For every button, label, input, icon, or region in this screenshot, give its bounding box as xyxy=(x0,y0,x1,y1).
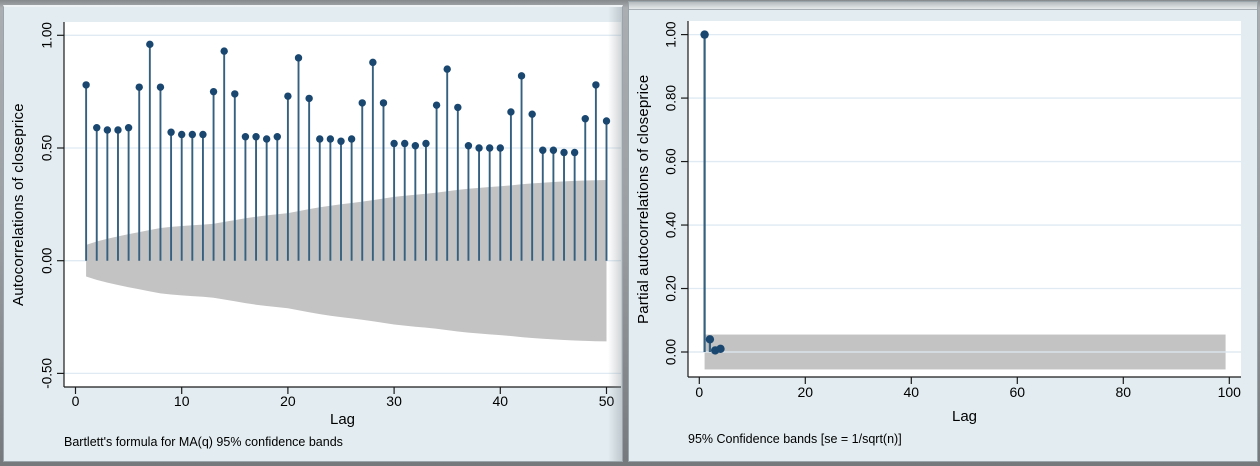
y-tick-label: 1.00 xyxy=(40,22,55,48)
spike-dot xyxy=(252,133,260,141)
spike-dot xyxy=(273,133,281,141)
x-tick-label: 80 xyxy=(1116,384,1132,400)
plot-area xyxy=(688,21,1241,377)
window-edge-shadow xyxy=(608,7,622,461)
x-tick-label: 0 xyxy=(72,393,80,409)
spike-dot xyxy=(82,81,90,89)
spike-dot xyxy=(199,130,207,139)
spike-dot xyxy=(705,335,715,344)
spike-dot xyxy=(475,144,483,152)
spike-dot xyxy=(146,40,154,49)
spike-dot xyxy=(369,58,377,67)
y-tick-label: 0.80 xyxy=(664,85,679,111)
spike-dot xyxy=(592,81,600,89)
acf-y-axis-title: Autocorrelations of closeprice xyxy=(10,103,27,306)
spike-dot xyxy=(305,94,313,103)
spike-dot xyxy=(316,135,324,143)
acf-note: Bartlett's formula for MA(q) 95% confide… xyxy=(64,435,343,449)
spike-dot xyxy=(422,139,430,148)
spike-dot xyxy=(602,117,611,125)
acf-graph-window[interactable]: 1.00 0.50 0.00 -0.50 0 10 20 30 40 50 Autocorrela… xyxy=(3,5,623,462)
confidence-band xyxy=(86,180,607,342)
spike-dot xyxy=(539,146,547,154)
y-tick-label: -0.50 xyxy=(40,358,55,389)
acf-x-axis-title: Lag xyxy=(329,411,356,428)
spike-dot xyxy=(103,126,112,134)
pacf-chart-svg: 0.00 0.20 0.40 0.60 0.80 1.00 0 20 40 60 80 100 xyxy=(664,21,1242,400)
spike-dot xyxy=(560,148,568,157)
y-tick-label: 0.50 xyxy=(40,135,55,161)
spike-dot xyxy=(528,110,536,118)
x-tick-label: 100 xyxy=(1218,384,1242,400)
spike-dot xyxy=(700,30,709,39)
spike-dot xyxy=(454,103,462,112)
x-tick-label: 30 xyxy=(386,393,402,409)
x-tick-label: 40 xyxy=(493,393,509,409)
spike-dot xyxy=(188,130,197,139)
spike-dot xyxy=(326,135,335,143)
spike-dot xyxy=(581,114,589,123)
spike-dot xyxy=(358,99,366,107)
spike-dot xyxy=(347,135,356,143)
spike-dot xyxy=(716,344,725,354)
spike-dot xyxy=(390,139,398,148)
spike-dot xyxy=(485,144,494,152)
pacf-note: 95% Confidence bands [se = 1/sqrt(n)] xyxy=(688,432,902,446)
spike-dot xyxy=(507,108,515,116)
y-tick-label: 0.00 xyxy=(664,339,679,365)
x-tick-label: 40 xyxy=(904,384,920,400)
spike-dot xyxy=(167,128,175,136)
spike-dot xyxy=(496,144,504,152)
x-tick-label: 0 xyxy=(695,384,703,400)
spike-dot xyxy=(411,142,420,150)
spike-dot xyxy=(231,90,239,98)
spike-dot xyxy=(93,124,101,132)
spike-dot xyxy=(124,124,133,132)
window-titlebar[interactable] xyxy=(629,2,1257,10)
spike-dot xyxy=(464,142,473,150)
y-tick-label: 0.40 xyxy=(664,212,679,238)
spike-dot xyxy=(549,146,558,154)
x-tick-label: 10 xyxy=(174,393,190,409)
y-tick-label: 0.60 xyxy=(664,148,679,174)
pacf-y-axis-title: Partial autocorrelations of closeprice xyxy=(635,74,652,324)
x-tick-label: 60 xyxy=(1010,384,1026,400)
pacf-graph-window[interactable]: 0.00 0.20 0.40 0.60 0.80 1.00 0 20 40 60 80 100 Par… xyxy=(628,1,1258,462)
spike-dot xyxy=(337,137,345,145)
spike-dot xyxy=(517,72,526,80)
spike-dot xyxy=(241,133,250,141)
spike-dot xyxy=(284,92,292,100)
spike-dot xyxy=(178,130,186,139)
spike-dot xyxy=(432,101,441,109)
acf-chart-svg: 1.00 0.50 0.00 -0.50 0 10 20 30 40 50 xyxy=(40,22,621,409)
x-tick-label: 50 xyxy=(599,393,615,409)
spike-dot xyxy=(114,126,122,134)
spike-dot xyxy=(220,47,228,55)
spike-dot xyxy=(135,83,143,91)
y-tick-label: 0.20 xyxy=(664,275,679,301)
y-tick-label: 0.00 xyxy=(40,248,55,274)
pacf-x-axis-title: Lag xyxy=(951,408,978,425)
spike-dot xyxy=(262,135,271,143)
y-tick-label: 1.00 xyxy=(664,21,679,47)
spike-dot xyxy=(443,65,451,73)
x-tick-label: 20 xyxy=(280,393,296,409)
spike-dot xyxy=(570,148,579,157)
x-tick-label: 20 xyxy=(798,384,814,400)
spike-dot xyxy=(379,99,388,107)
spike-dot xyxy=(294,54,303,62)
spike-dot xyxy=(209,87,218,96)
spike-dot xyxy=(156,83,165,91)
spike-dot xyxy=(401,139,409,148)
